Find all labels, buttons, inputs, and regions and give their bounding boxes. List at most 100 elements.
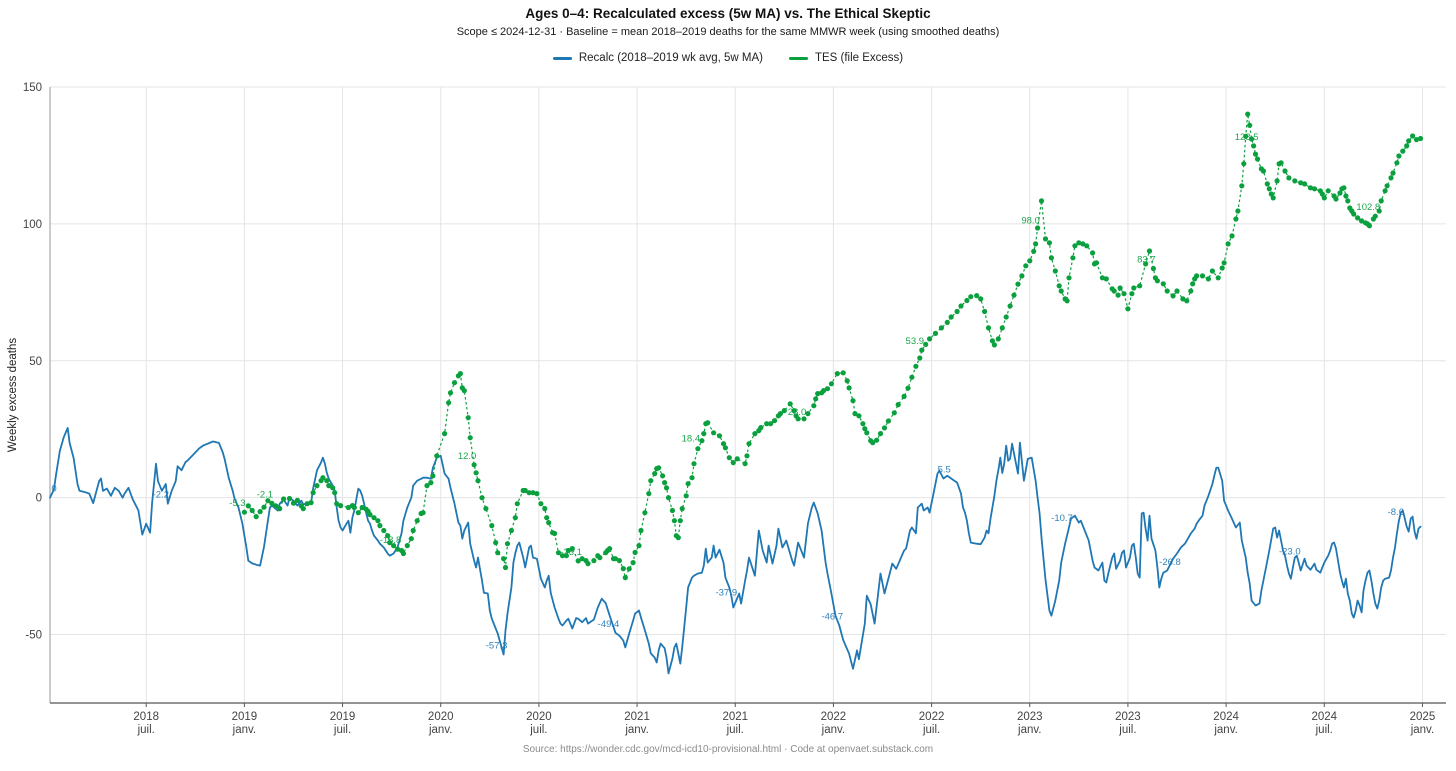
tes-point <box>1035 225 1041 231</box>
y-tick-label: -50 <box>25 630 42 642</box>
tes-point <box>1048 255 1054 261</box>
tes-point <box>1325 188 1331 194</box>
legend-label-recalc: Recalc (2018–2019 wk avg, 5w MA) <box>578 52 763 64</box>
tes-point <box>355 510 361 516</box>
x-tick-year: 2021 <box>722 711 748 723</box>
tes-point <box>400 550 406 557</box>
tes-point <box>579 556 585 562</box>
tes-point <box>314 483 320 489</box>
tes-point <box>1260 168 1266 174</box>
tes-point <box>300 506 306 512</box>
tes-point <box>742 461 748 467</box>
tes-point <box>648 478 654 484</box>
tes-point <box>1241 161 1247 167</box>
tes-point <box>632 549 638 556</box>
point-annotation: 53.9 <box>906 336 925 347</box>
tes-point <box>758 425 764 431</box>
tes-point <box>424 483 430 489</box>
tes-point <box>286 495 293 502</box>
x-tick-month: juil. <box>922 724 940 736</box>
tes-point <box>685 481 691 487</box>
tes-point <box>530 490 536 496</box>
tes-point <box>330 485 336 491</box>
tes-point <box>394 546 401 552</box>
tes-point <box>716 433 723 439</box>
tes-point <box>1311 186 1318 192</box>
tes-point <box>465 415 471 421</box>
point-annotation: 83.7 <box>1137 255 1156 266</box>
tes-point <box>1225 241 1231 247</box>
x-tick-month: janv. <box>1213 724 1237 736</box>
tes-point <box>1125 306 1131 312</box>
tes-point <box>701 431 707 437</box>
point-annotation: -46.7 <box>821 612 843 623</box>
tes-point <box>795 416 801 422</box>
tes-point <box>938 325 945 331</box>
y-tick-label: 0 <box>36 493 42 505</box>
tes-point <box>1278 160 1284 166</box>
tes-point <box>805 411 811 417</box>
tes-point <box>720 441 727 447</box>
tes-point <box>1247 122 1253 128</box>
tes-point <box>1137 283 1143 289</box>
tes-point <box>689 475 695 481</box>
y-tick-label: 100 <box>23 219 42 231</box>
tes-point <box>919 347 925 353</box>
legend-item-recalc: Recalc (2018–2019 wk avg, 5w MA) <box>552 52 763 64</box>
point-annotation: -5.3 <box>229 498 245 509</box>
tes-point <box>1129 291 1135 297</box>
tes-point <box>575 558 581 564</box>
tes-point <box>320 475 326 481</box>
tes-point <box>461 388 467 394</box>
x-tick-month: juil. <box>1118 724 1136 736</box>
tes-point <box>1372 213 1378 219</box>
point-annotation: 98.0 <box>1021 215 1040 226</box>
tes-point <box>607 546 613 552</box>
tes-point <box>1274 178 1280 184</box>
tes-point <box>630 560 636 566</box>
tes-point <box>927 336 933 342</box>
tes-point <box>1376 208 1382 214</box>
tes-point <box>501 556 507 562</box>
tes-point <box>622 575 628 581</box>
tes-point <box>856 413 862 419</box>
tes-point <box>569 546 575 552</box>
tes-point <box>1219 265 1225 271</box>
tes-point <box>1245 111 1251 117</box>
point-annotation: 5.5 <box>938 465 951 476</box>
tes-point <box>1359 218 1365 224</box>
point-annotation: -49.4 <box>598 619 620 630</box>
tes-point <box>1174 288 1180 294</box>
tes-point <box>1235 208 1241 214</box>
tes-point <box>1388 175 1394 181</box>
point-annotation: -2.1 <box>257 489 273 500</box>
tes-point <box>777 411 784 417</box>
tes-point <box>989 338 996 344</box>
tes-point <box>1154 278 1160 284</box>
tes-point <box>671 518 678 524</box>
tes-point <box>679 506 685 512</box>
tes-point <box>995 336 1001 342</box>
tes-point <box>669 507 676 514</box>
tes-point <box>1366 223 1372 229</box>
tes-point <box>1070 255 1076 261</box>
tes-line <box>243 113 1421 579</box>
tes-point <box>616 558 623 564</box>
tes-point <box>901 393 907 399</box>
tes-point <box>1115 292 1121 298</box>
tes-point <box>885 418 892 424</box>
tes-point <box>410 527 416 534</box>
tes-point <box>1396 153 1402 159</box>
tes-point <box>1190 281 1196 287</box>
tes-point <box>467 435 473 441</box>
x-tick-year: 2025 <box>1410 711 1436 723</box>
y-tick-label: 150 <box>23 82 42 94</box>
x-tick-year: 2024 <box>1213 711 1239 723</box>
tes-point <box>1394 160 1400 166</box>
tes-point <box>451 380 458 386</box>
tes-point <box>1319 191 1325 197</box>
tes-point <box>1023 263 1029 269</box>
point-annotation: -10.7 <box>1051 513 1073 524</box>
tes-point <box>1264 181 1270 187</box>
